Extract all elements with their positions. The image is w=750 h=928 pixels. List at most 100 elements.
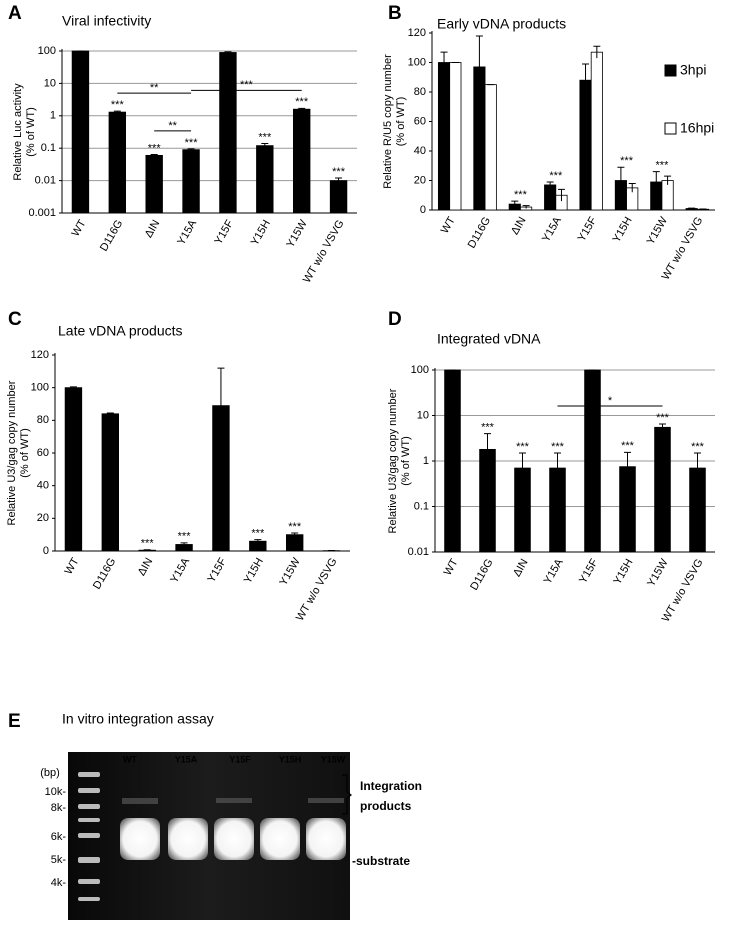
ladder-label: 10k-	[45, 786, 67, 798]
substrate-bands	[120, 818, 346, 860]
bar	[485, 85, 496, 210]
chart-title: Integrated vDNA	[437, 331, 541, 347]
bar	[655, 427, 671, 552]
lane-label: WT	[123, 754, 137, 764]
panel-label: D	[388, 309, 402, 330]
legend-swatch	[665, 65, 676, 76]
bar	[591, 52, 602, 210]
significance: ***	[656, 412, 670, 424]
significance: ***	[178, 531, 192, 543]
x-tick-label: ΔIN	[136, 556, 156, 578]
y-tick-label: 60	[414, 115, 426, 127]
unit-label: (bp)	[40, 767, 60, 779]
x-tick-label: Y15A	[540, 214, 564, 244]
y-axis-label: (% of WT)	[19, 428, 31, 478]
significance: ***	[551, 441, 565, 453]
y-tick-label: 20	[37, 512, 49, 524]
y-tick-label: 100	[408, 56, 426, 68]
x-tick-label: Y15H	[249, 218, 273, 248]
x-tick-label: Y15H	[611, 557, 635, 587]
significance: ***	[621, 440, 635, 452]
significance: ***	[111, 99, 125, 111]
significance: ***	[481, 422, 495, 434]
chart-title: Early vDNA products	[437, 16, 566, 32]
x-tick-label: D116G	[466, 215, 493, 250]
bar	[183, 150, 200, 213]
bar	[146, 155, 163, 213]
y-tick-label: 0.001	[28, 207, 56, 219]
x-tick-label: ΔIN	[511, 557, 531, 579]
y-tick-label: 120	[408, 27, 426, 39]
y-tick-label: 100	[31, 382, 49, 394]
x-tick-label: WT w/o VSVG	[294, 556, 340, 623]
bar	[438, 63, 449, 211]
ladder-label: 8k-	[51, 802, 67, 814]
bar	[109, 112, 126, 213]
x-tick-label: Y15W	[645, 556, 671, 588]
bracket-label: **	[168, 120, 177, 132]
x-tick-label: Y15H	[242, 556, 266, 586]
x-tick-label: WT	[442, 557, 461, 578]
gel-title: In vitro integration assay	[62, 711, 214, 727]
bar	[65, 388, 82, 551]
x-tick-label: Y15A	[175, 217, 199, 247]
y-tick-label: 1	[50, 110, 56, 122]
x-tick-label: Y15W	[284, 217, 310, 249]
y-axis-label: Relative Luc activity	[12, 83, 24, 181]
y-tick-label: 0.1	[414, 500, 429, 512]
bar	[445, 370, 461, 552]
x-tick-label: Y15A	[542, 556, 566, 586]
significance: ***	[549, 170, 563, 182]
y-tick-label: 0	[43, 545, 49, 557]
legend-label: 3hpi	[680, 62, 706, 78]
bracket-label: *	[608, 395, 613, 407]
y-axis-label: Relative R/U5 copy number	[382, 54, 394, 189]
significance: ***	[295, 96, 309, 108]
legend-swatch	[665, 123, 676, 134]
y-tick-label: 120	[31, 349, 49, 361]
y-tick-label: 40	[37, 480, 49, 492]
y-tick-label: 0	[420, 204, 426, 216]
y-axis-label: (% of WT)	[395, 97, 407, 147]
x-tick-label: WT	[63, 556, 82, 577]
y-tick-label: 40	[414, 145, 426, 157]
bar	[330, 181, 347, 213]
significance: ***	[141, 538, 155, 550]
x-tick-label: WT	[70, 218, 89, 239]
significance: ***	[288, 521, 302, 533]
y-axis-label: (% of WT)	[25, 107, 37, 157]
y-tick-label: 10	[44, 77, 56, 89]
x-tick-label: ΔIN	[143, 218, 163, 240]
y-tick-label: 80	[414, 86, 426, 98]
y-tick-label: 100	[38, 45, 56, 57]
panel-label: B	[388, 3, 402, 24]
x-tick-label: D116G	[98, 218, 125, 253]
x-tick-label: Y15F	[577, 557, 601, 586]
bar	[544, 185, 555, 210]
legend-label: 16hpi	[680, 120, 714, 136]
chart-title: Viral infectivity	[62, 13, 151, 29]
x-tick-label: Y15F	[576, 215, 600, 244]
y-tick-label: 10	[417, 409, 429, 421]
significance: ***	[185, 137, 199, 149]
bar	[72, 51, 89, 213]
ladder-label: 6k-	[51, 831, 67, 843]
bar	[293, 109, 310, 213]
significance: ***	[258, 131, 272, 143]
lane-label: Y15W	[321, 754, 346, 764]
lane-label: Y15F	[229, 754, 251, 764]
x-tick-label: D116G	[91, 556, 118, 591]
x-tick-label: ΔIN	[509, 215, 529, 237]
bracket-label: **	[150, 82, 159, 94]
bar	[580, 80, 591, 210]
ladder-label: 4k-	[51, 877, 67, 889]
gel-image	[68, 752, 351, 920]
y-axis-label: (% of WT)	[400, 436, 412, 486]
x-tick-label: Y15F	[206, 556, 230, 585]
substrate-label: -substrate	[352, 854, 410, 868]
x-tick-label: WT	[439, 215, 458, 236]
bar	[450, 63, 461, 211]
bracket-label: ***	[240, 79, 254, 91]
x-tick-label: WT w/o VSVG	[301, 218, 347, 285]
